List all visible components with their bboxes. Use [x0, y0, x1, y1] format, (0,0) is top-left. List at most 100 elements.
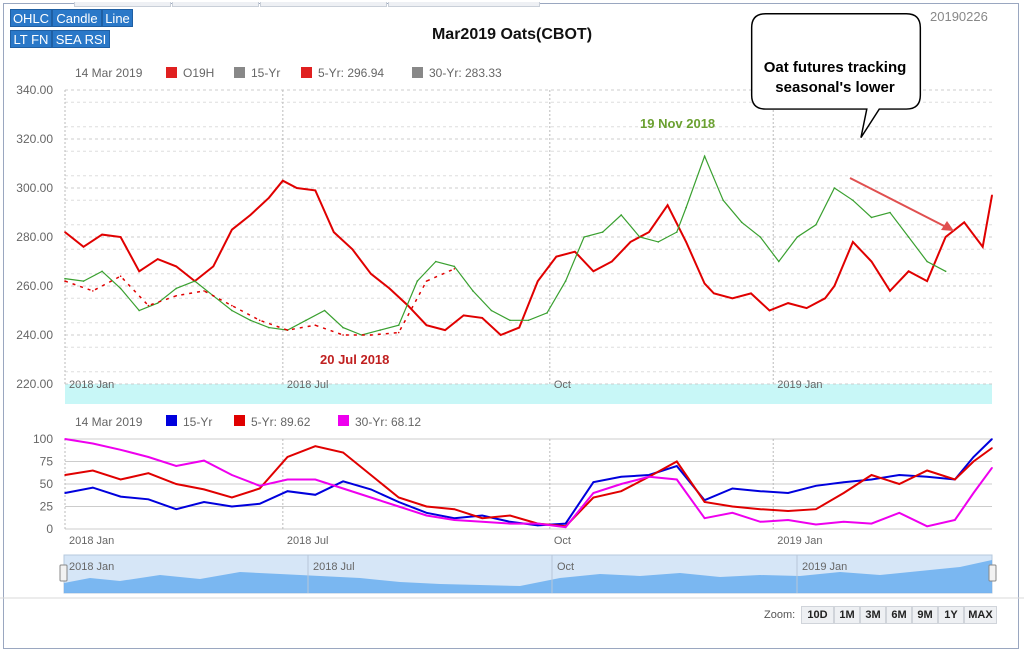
data-point: [546, 312, 548, 314]
data-point: [425, 514, 428, 517]
data-point: [685, 241, 687, 243]
data-point: [889, 290, 891, 292]
zoom-1m-button[interactable]: 1M: [834, 606, 860, 624]
candle-button[interactable]: Candle: [52, 9, 102, 27]
data-point: [64, 474, 66, 476]
data-point: [138, 309, 140, 312]
data-point: [481, 514, 483, 517]
data-point: [388, 287, 391, 290]
series-line-5-yr: [64, 179, 993, 337]
data-point: [620, 483, 622, 485]
zoom-6m-button[interactable]: 6M: [886, 606, 912, 624]
data-point: [713, 292, 715, 295]
data-point: [842, 492, 845, 494]
x-tick-label: 2019 Jan: [777, 535, 822, 547]
data-point: [574, 250, 576, 253]
rsi-y-axis: 100 75 50 25 0: [33, 432, 53, 536]
data-point: [592, 496, 595, 499]
data-point: [731, 297, 734, 300]
data-point: [944, 236, 947, 238]
x-axis-band: [65, 384, 992, 404]
zoom-9m-button[interactable]: 9M: [912, 606, 938, 624]
chart-frame: [3, 2, 1019, 649]
top-tab-1[interactable]: [74, 2, 171, 7]
y-tick-label: 300.00: [16, 181, 53, 195]
top-tab-3[interactable]: [260, 2, 387, 7]
data-point: [954, 519, 956, 521]
ohlc-button[interactable]: OHLC: [10, 9, 52, 27]
top-tab-2[interactable]: [172, 2, 259, 7]
data-point: [435, 260, 437, 263]
data-point: [453, 265, 456, 268]
data-point: [759, 521, 762, 523]
data-point: [193, 280, 196, 282]
zoom-max-button[interactable]: MAX: [964, 606, 997, 624]
data-point: [991, 194, 993, 197]
data-point: [231, 228, 233, 231]
price-x-axis: 2018 Jan 2018 Jul Oct 2019 Jan: [69, 379, 822, 391]
annotation-jul: 20 Jul 2018: [320, 352, 389, 367]
zoom-3m-button[interactable]: 3M: [860, 606, 886, 624]
data-point: [907, 236, 910, 238]
navigator[interactable]: 2018 Jan 2018 Jul Oct 2019 Jan: [0, 554, 1024, 599]
data-point: [119, 495, 122, 498]
sea-rsi-button[interactable]: SEA RSI: [52, 30, 110, 48]
data-point: [156, 302, 159, 304]
navigator-handle-left[interactable]: [59, 564, 68, 582]
data-point: [147, 472, 150, 475]
data-point: [787, 492, 789, 494]
data-point: [314, 189, 317, 192]
data-point: [991, 447, 993, 449]
x-tick-label: 2018 Jan: [69, 379, 114, 391]
callout-bubble: [750, 13, 922, 139]
data-point: [972, 456, 975, 458]
rsi-label-15yr: 15-Yr: [183, 415, 212, 429]
legend-label-o19h: O19H: [183, 66, 214, 80]
data-point: [397, 331, 400, 334]
legend-swatch-5yr: [301, 67, 312, 78]
data-point: [249, 214, 252, 216]
data-point: [926, 260, 928, 263]
y-tick-label: 100: [33, 432, 53, 446]
data-point: [972, 492, 975, 494]
data-point: [379, 329, 381, 331]
data-point: [212, 265, 215, 268]
data-point: [703, 501, 706, 503]
navigator-label: Oct: [557, 561, 574, 573]
data-point: [676, 231, 678, 233]
series-line-15-yr: [64, 438, 993, 527]
data-point: [425, 324, 428, 327]
data-point: [453, 519, 456, 521]
data-point: [64, 438, 66, 440]
line-button[interactable]: Line: [102, 9, 133, 27]
data-point: [370, 272, 372, 275]
x-tick-label: 2018 Jul: [287, 379, 329, 391]
data-point: [314, 445, 317, 448]
data-point: [490, 309, 493, 312]
data-point: [787, 510, 789, 512]
data-point: [555, 255, 558, 258]
data-point: [175, 265, 178, 268]
data-point: [954, 478, 956, 481]
data-point: [740, 221, 743, 224]
y-tick-label: 50: [40, 477, 54, 491]
data-point: [231, 505, 233, 508]
data-point: [842, 481, 845, 484]
data-point: [286, 456, 289, 458]
data-point: [759, 508, 762, 511]
data-point: [620, 490, 622, 493]
data-point: [889, 211, 891, 214]
top-tab-4[interactable]: [388, 2, 540, 7]
navigator-area: [64, 560, 992, 593]
x-tick-label: 2018 Jul: [287, 535, 329, 547]
series-line-o19h: [64, 154, 946, 336]
zoom-1y-button[interactable]: 1Y: [938, 606, 964, 624]
data-point: [787, 519, 789, 521]
y-tick-label: 320.00: [16, 132, 53, 146]
zoom-10d-button[interactable]: 10D: [801, 606, 834, 624]
data-point: [898, 512, 901, 514]
lt-fn-button[interactable]: LT FN: [10, 30, 52, 48]
navigator-handle-right[interactable]: [988, 564, 997, 582]
data-point: [870, 522, 873, 525]
data-point: [972, 460, 975, 463]
